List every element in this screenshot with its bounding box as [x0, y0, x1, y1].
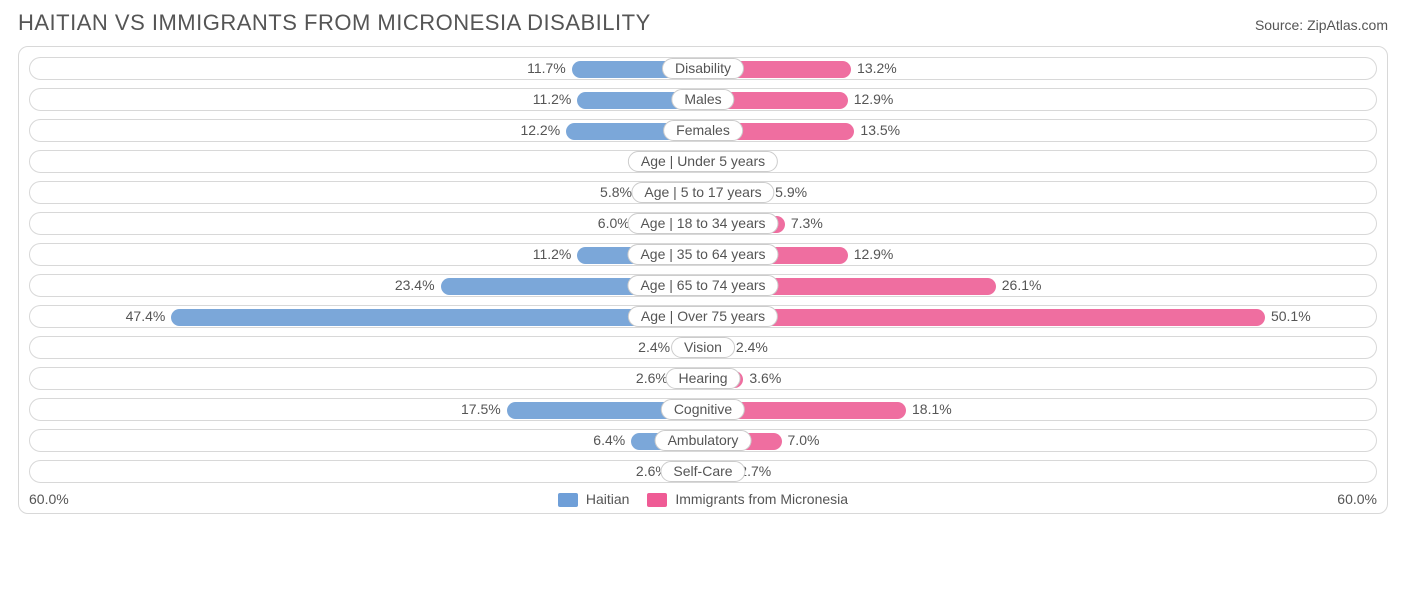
- value-right: 7.0%: [788, 432, 820, 448]
- value-left: 12.2%: [520, 122, 560, 138]
- value-right: 50.1%: [1271, 308, 1311, 324]
- legend-label-right: Immigrants from Micronesia: [675, 491, 848, 507]
- chart-row: 6.0% 7.3% Age | 18 to 34 years: [29, 212, 1377, 235]
- chart-title: HAITIAN VS IMMIGRANTS FROM MICRONESIA DI…: [18, 10, 651, 36]
- row-label: Age | 35 to 64 years: [627, 244, 778, 265]
- value-right: 26.1%: [1002, 277, 1042, 293]
- row-label: Age | 18 to 34 years: [627, 213, 778, 234]
- value-right: 12.9%: [854, 246, 894, 262]
- value-left: 11.2%: [533, 246, 572, 262]
- row-label: Self-Care: [660, 461, 745, 482]
- row-label: Age | 5 to 17 years: [631, 182, 774, 203]
- chart-row: 2.6% 3.6% Hearing: [29, 367, 1377, 390]
- legend-item-left: Haitian: [558, 491, 629, 507]
- bar-left: [171, 309, 703, 326]
- value-left: 23.4%: [395, 277, 435, 293]
- axis-max-left: 60.0%: [29, 491, 89, 507]
- row-label: Hearing: [665, 368, 740, 389]
- value-left: 11.7%: [527, 60, 566, 76]
- legend-label-left: Haitian: [586, 491, 630, 507]
- row-label: Age | 65 to 74 years: [627, 275, 778, 296]
- row-label: Age | Over 75 years: [628, 306, 778, 327]
- value-right: 2.4%: [736, 339, 768, 355]
- axis-max-right: 60.0%: [1317, 491, 1377, 507]
- row-label: Age | Under 5 years: [628, 151, 778, 172]
- row-label: Males: [671, 89, 734, 110]
- bar-right: [703, 309, 1265, 326]
- value-left: 47.4%: [126, 308, 166, 324]
- row-label: Ambulatory: [655, 430, 752, 451]
- legend: Haitian Immigrants from Micronesia: [89, 491, 1317, 507]
- value-left: 2.6%: [636, 370, 668, 386]
- value-right: 3.6%: [749, 370, 781, 386]
- diverging-bar-chart: 11.7% 13.2% Disability 11.2% 12.9% Males 12.2%…: [18, 46, 1388, 514]
- value-left: 11.2%: [533, 91, 572, 107]
- row-label: Vision: [671, 337, 735, 358]
- legend-item-right: Immigrants from Micronesia: [647, 491, 848, 507]
- chart-row: 23.4% 26.1% Age | 65 to 74 years: [29, 274, 1377, 297]
- chart-row: 11.7% 13.2% Disability: [29, 57, 1377, 80]
- chart-row: 2.4% 2.4%Vision: [29, 336, 1377, 359]
- value-left: 6.4%: [593, 432, 625, 448]
- chart-row: 5.8% 5.9%Age | 5 to 17 years: [29, 181, 1377, 204]
- value-right: 18.1%: [912, 401, 952, 417]
- chart-row: 2.6%2.7%Self-Care: [29, 460, 1377, 483]
- legend-swatch-right: [647, 493, 667, 507]
- value-right: 5.9%: [775, 184, 807, 200]
- chart-row: 47.4% 50.1% Age | Over 75 years: [29, 305, 1377, 328]
- value-right: 12.9%: [854, 91, 894, 107]
- row-label: Disability: [662, 58, 744, 79]
- source-attribution: Source: ZipAtlas.com: [1255, 17, 1388, 33]
- value-left: 5.8%: [600, 184, 632, 200]
- chart-row: 1.3%1.0%Age | Under 5 years: [29, 150, 1377, 173]
- chart-row: 6.4% 7.0% Ambulatory: [29, 429, 1377, 452]
- value-left: 6.0%: [598, 215, 630, 231]
- chart-row: 11.2% 12.9% Males: [29, 88, 1377, 111]
- value-left: 2.4%: [638, 339, 670, 355]
- chart-row: 12.2% 13.5% Females: [29, 119, 1377, 142]
- value-right: 13.2%: [857, 60, 897, 76]
- value-left: 17.5%: [461, 401, 501, 417]
- row-label: Females: [663, 120, 743, 141]
- chart-row: 11.2% 12.9% Age | 35 to 64 years: [29, 243, 1377, 266]
- chart-row: 17.5% 18.1% Cognitive: [29, 398, 1377, 421]
- value-right: 7.3%: [791, 215, 823, 231]
- row-label: Cognitive: [661, 399, 745, 420]
- legend-swatch-left: [558, 493, 578, 507]
- value-right: 13.5%: [860, 122, 900, 138]
